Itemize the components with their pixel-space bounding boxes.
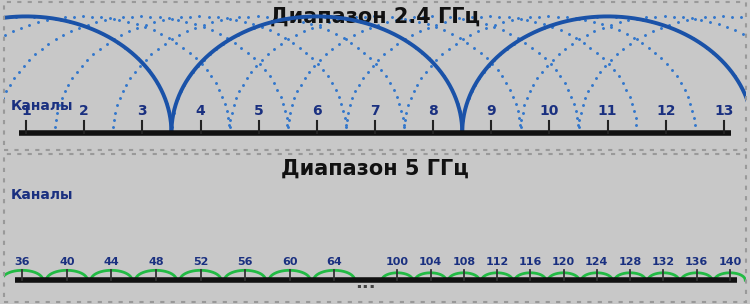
Text: 56: 56 [237,257,253,267]
Text: 108: 108 [452,257,476,267]
Text: 1: 1 [21,104,31,118]
Text: 5: 5 [254,104,263,118]
Text: 48: 48 [148,257,164,267]
Text: 136: 136 [685,257,708,267]
Text: 128: 128 [619,257,642,267]
Text: 2: 2 [80,104,89,118]
Text: 3: 3 [137,104,147,118]
Text: 104: 104 [419,257,442,267]
Text: 52: 52 [193,257,208,267]
Text: Диапазон 5 ГГц: Диапазон 5 ГГц [281,158,469,178]
Text: ...: ... [356,274,376,292]
Text: 13: 13 [714,104,734,118]
Text: 6: 6 [312,104,322,118]
Text: Диапазон 2.4 ГГц: Диапазон 2.4 ГГц [270,6,480,26]
Text: 132: 132 [652,257,675,267]
Text: 7: 7 [370,104,380,118]
Text: 4: 4 [196,104,206,118]
Text: Каналы: Каналы [11,188,74,202]
Text: 140: 140 [718,257,742,267]
Text: 8: 8 [428,104,438,118]
Text: 40: 40 [59,257,74,267]
Text: 112: 112 [485,257,508,267]
Text: 10: 10 [540,104,560,118]
Text: 60: 60 [282,257,297,267]
Text: Каналы: Каналы [11,99,74,113]
Text: 44: 44 [104,257,119,267]
Text: 116: 116 [519,257,542,267]
Text: 124: 124 [585,257,608,267]
Text: 36: 36 [14,257,30,267]
Text: 64: 64 [326,257,342,267]
Text: 12: 12 [656,104,676,118]
Text: 11: 11 [598,104,617,118]
Text: 100: 100 [386,257,409,267]
Text: 120: 120 [552,257,575,267]
Text: 9: 9 [487,104,496,118]
